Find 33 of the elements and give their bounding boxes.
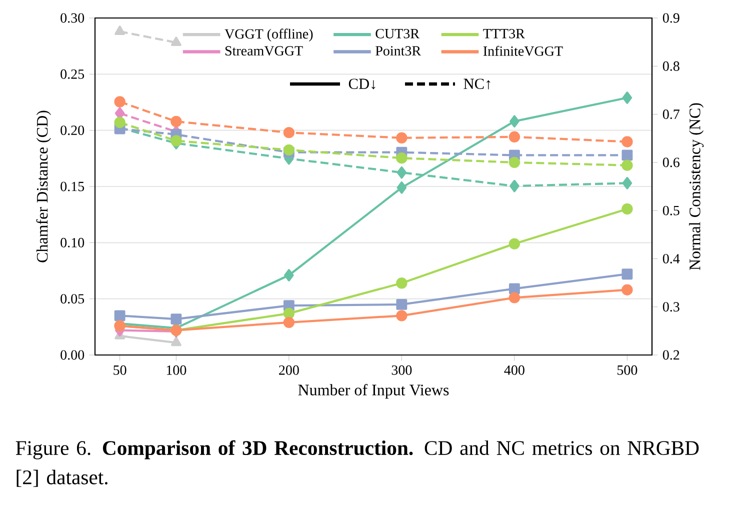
x-axis-title: Number of Input Views [298,384,449,399]
y-tick-label: 0.20 [60,126,84,136]
x-tick-label: 400 [504,365,524,375]
text: Figure 6. Comparison of 3D Reconstruction. CD and NC metrics on NRGBD [2] dataset. [16,440,699,487]
y2-tick-label: 0.4 [662,254,680,264]
y2-tick-label: 0.6 [662,158,680,168]
legend-label: Point3R [376,46,422,56]
y-tick-label: 0.00 [60,350,84,360]
legend-label: TTT3R [483,28,525,38]
annotation: CD↓ [348,78,376,90]
x-tick-label: 500 [618,365,638,375]
y-tick-label: 0.15 [60,182,84,192]
y-tick-label: 0.05 [60,294,84,304]
y2-tick-label: 0.9 [662,13,680,23]
x-tick-label: 50 [114,365,126,375]
legend-label: VGGT (offline) [224,28,313,42]
y2-tick-label: 0.2 [662,350,680,360]
legend-label: StreamVGGT [225,46,303,56]
x-tick-label: 200 [279,365,299,375]
y2-tick-label: 0.5 [662,206,680,216]
y-axis-title: Chamfer Distance (CD) [36,110,51,262]
y2-tick-label: 0.3 [662,302,680,312]
x-tick-label: 300 [392,365,412,375]
annotation: NC↑ [464,78,490,90]
x-tick-label: 100 [166,365,186,375]
y2-axis-title: Normal Consistency (NC) [689,103,704,270]
legend-label: InfiniteVGGT [483,46,563,56]
y-tick-label: 0.30 [60,13,84,23]
y2-tick-label: 0.8 [662,61,680,71]
legend-label: CUT3R [376,28,420,38]
y2-tick-label: 0.7 [662,110,680,120]
y-tick-label: 0.25 [60,69,84,79]
y-tick-label: 0.10 [60,238,84,248]
